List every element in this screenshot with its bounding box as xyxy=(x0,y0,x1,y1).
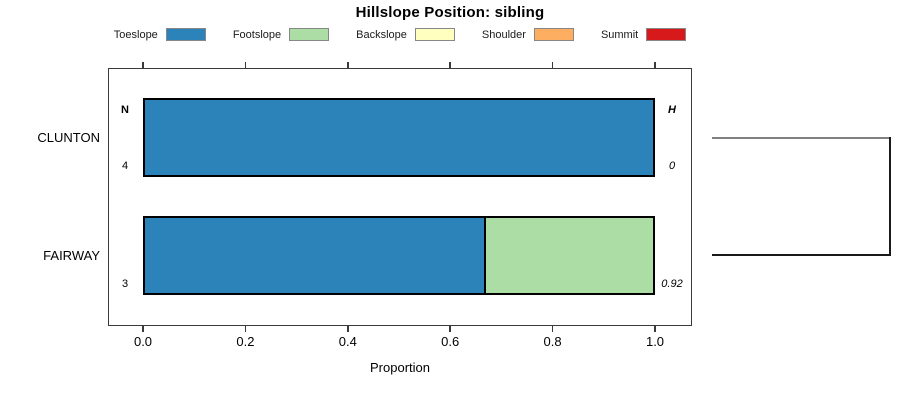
n-value-fairway: 3 xyxy=(121,278,129,290)
x-tick-bottom xyxy=(347,326,349,332)
legend-swatch-shoulder xyxy=(533,28,574,41)
x-tick-bottom xyxy=(449,326,451,332)
x-tick-top xyxy=(551,62,554,68)
dendrogram-join-line xyxy=(889,137,891,256)
n-value-clunton: 4 xyxy=(121,160,129,172)
n-column-header: N xyxy=(121,104,129,116)
x-tick-top xyxy=(347,62,349,68)
x-tick-label: 1.0 xyxy=(645,334,665,349)
chart-title: Hillslope Position: sibling xyxy=(355,4,545,21)
bar-segment-toeslope xyxy=(145,100,653,175)
h-column-header: H xyxy=(668,104,676,116)
x-tick-label: 0.8 xyxy=(543,334,562,349)
x-tick-top xyxy=(449,62,451,68)
x-tick-bottom xyxy=(244,326,247,332)
x-tick-label: 0.6 xyxy=(441,334,460,349)
legend-entry-footslope: Footslope xyxy=(232,28,330,41)
bar-segment-footslope xyxy=(483,218,653,293)
bar-clunton xyxy=(143,98,655,177)
legend-entry-backslope: Backslope xyxy=(356,28,455,41)
legend-label: Backslope xyxy=(356,28,407,41)
category-label-clunton: CLUNTON xyxy=(37,129,100,145)
bar-segment-toeslope xyxy=(145,218,484,293)
h-value-fairway: 0.92 xyxy=(661,278,683,290)
bar-fairway xyxy=(143,216,655,295)
legend-label: Summit xyxy=(600,28,639,41)
x-tick-top xyxy=(142,62,144,68)
x-tick-label: 0.4 xyxy=(338,334,357,349)
dendrogram-branch-clunton xyxy=(712,137,891,139)
legend-swatch-summit xyxy=(646,28,687,41)
legend-swatch-toeslope xyxy=(165,28,206,41)
dendrogram-branch-fairway xyxy=(712,254,891,256)
x-tick-label: 0.2 xyxy=(236,334,255,349)
legend-label: Toeslope xyxy=(113,28,158,41)
legend: Toeslope Footslope Backslope Shoulder Summit xyxy=(108,26,692,43)
legend-label: Shoulder xyxy=(481,28,526,41)
legend-entry-summit: Summit xyxy=(600,28,687,41)
legend-swatch-backslope xyxy=(414,28,455,41)
x-tick-bottom xyxy=(142,326,144,332)
x-tick-bottom xyxy=(654,326,656,332)
x-tick-top xyxy=(654,62,656,68)
legend-swatch-footslope xyxy=(289,28,330,41)
legend-label: Footslope xyxy=(232,28,282,41)
x-tick-top xyxy=(244,62,247,68)
legend-entry-shoulder: Shoulder xyxy=(482,28,574,41)
x-axis-title: Proportion xyxy=(370,360,430,375)
x-tick-label: 0.0 xyxy=(133,334,153,349)
h-value-clunton: 0 xyxy=(668,160,676,172)
x-tick-bottom xyxy=(551,326,554,332)
category-label-fairway: FAIRWAY xyxy=(43,247,100,263)
legend-entry-toeslope: Toeslope xyxy=(114,28,206,41)
